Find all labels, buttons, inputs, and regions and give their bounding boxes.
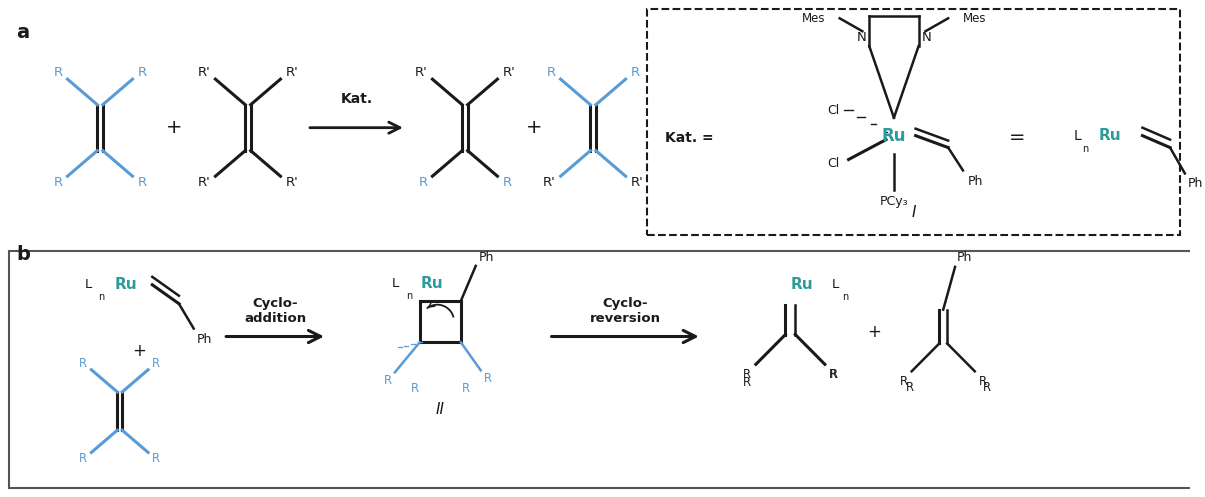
Text: II: II xyxy=(436,402,445,417)
Text: +: + xyxy=(525,118,542,137)
Text: R: R xyxy=(483,372,492,385)
Text: L: L xyxy=(831,278,839,291)
Text: L: L xyxy=(84,278,92,291)
Text: Ru: Ru xyxy=(790,277,813,292)
Text: Ph: Ph xyxy=(1188,177,1203,190)
Text: R: R xyxy=(830,368,837,381)
Text: +: + xyxy=(133,342,146,360)
Text: Cyclo-
reversion: Cyclo- reversion xyxy=(589,297,660,325)
Text: R': R' xyxy=(286,176,298,189)
Text: R: R xyxy=(53,66,63,79)
Text: R: R xyxy=(630,66,640,79)
Text: R': R' xyxy=(630,176,643,189)
Text: L: L xyxy=(1074,129,1081,143)
Text: Ph: Ph xyxy=(196,332,212,345)
Text: R: R xyxy=(418,176,428,189)
Text: Mes: Mes xyxy=(801,12,825,25)
Text: I: I xyxy=(911,205,916,220)
Text: Ru: Ru xyxy=(114,277,137,292)
Text: Cl: Cl xyxy=(828,157,840,170)
Text: Mes: Mes xyxy=(963,12,987,25)
Text: n: n xyxy=(98,292,105,302)
Text: R: R xyxy=(905,381,913,394)
Text: b: b xyxy=(16,245,30,264)
Text: +: + xyxy=(166,118,182,137)
Text: Kat.: Kat. xyxy=(340,92,372,106)
Text: Ph: Ph xyxy=(478,251,494,264)
Text: R': R' xyxy=(286,66,298,79)
Text: n: n xyxy=(1082,144,1088,154)
Text: R: R xyxy=(137,66,147,79)
Text: R: R xyxy=(411,382,418,395)
Text: R: R xyxy=(53,176,63,189)
Text: N: N xyxy=(857,31,866,44)
Text: R': R' xyxy=(415,66,428,79)
Text: R': R' xyxy=(198,176,211,189)
Text: PCy₃: PCy₃ xyxy=(880,195,909,208)
Text: R': R' xyxy=(198,66,211,79)
Text: Ru: Ru xyxy=(421,276,443,291)
Text: R: R xyxy=(462,382,470,395)
Text: Ru: Ru xyxy=(882,127,906,145)
Text: Ph: Ph xyxy=(957,251,972,264)
Bar xyxy=(10,251,1193,488)
Text: R: R xyxy=(80,452,88,465)
Text: L: L xyxy=(392,277,399,290)
Text: R: R xyxy=(742,368,751,381)
Text: Cyclo-
addition: Cyclo- addition xyxy=(243,297,306,325)
Text: R: R xyxy=(137,176,147,189)
Text: R: R xyxy=(742,376,751,389)
Bar xyxy=(647,9,1180,235)
Text: n: n xyxy=(406,291,412,301)
Text: Cl: Cl xyxy=(828,104,840,117)
Text: R: R xyxy=(152,452,160,465)
Text: Ru: Ru xyxy=(1099,128,1122,143)
Text: R: R xyxy=(384,374,392,387)
Text: R: R xyxy=(900,375,907,388)
Text: +: + xyxy=(868,323,881,340)
Text: R: R xyxy=(502,176,511,189)
Text: R: R xyxy=(983,381,991,394)
Text: R: R xyxy=(80,357,88,370)
Text: N: N xyxy=(922,31,931,44)
Text: R': R' xyxy=(502,66,515,79)
Text: Kat. =: Kat. = xyxy=(665,131,713,145)
Text: Ph: Ph xyxy=(968,175,983,188)
Text: R: R xyxy=(978,375,987,388)
Text: =: = xyxy=(1009,128,1025,147)
Text: R: R xyxy=(829,368,837,381)
Text: R: R xyxy=(547,66,556,79)
Text: R': R' xyxy=(543,176,556,189)
Text: n: n xyxy=(841,292,848,302)
Text: R: R xyxy=(152,357,160,370)
Text: a: a xyxy=(16,23,29,42)
